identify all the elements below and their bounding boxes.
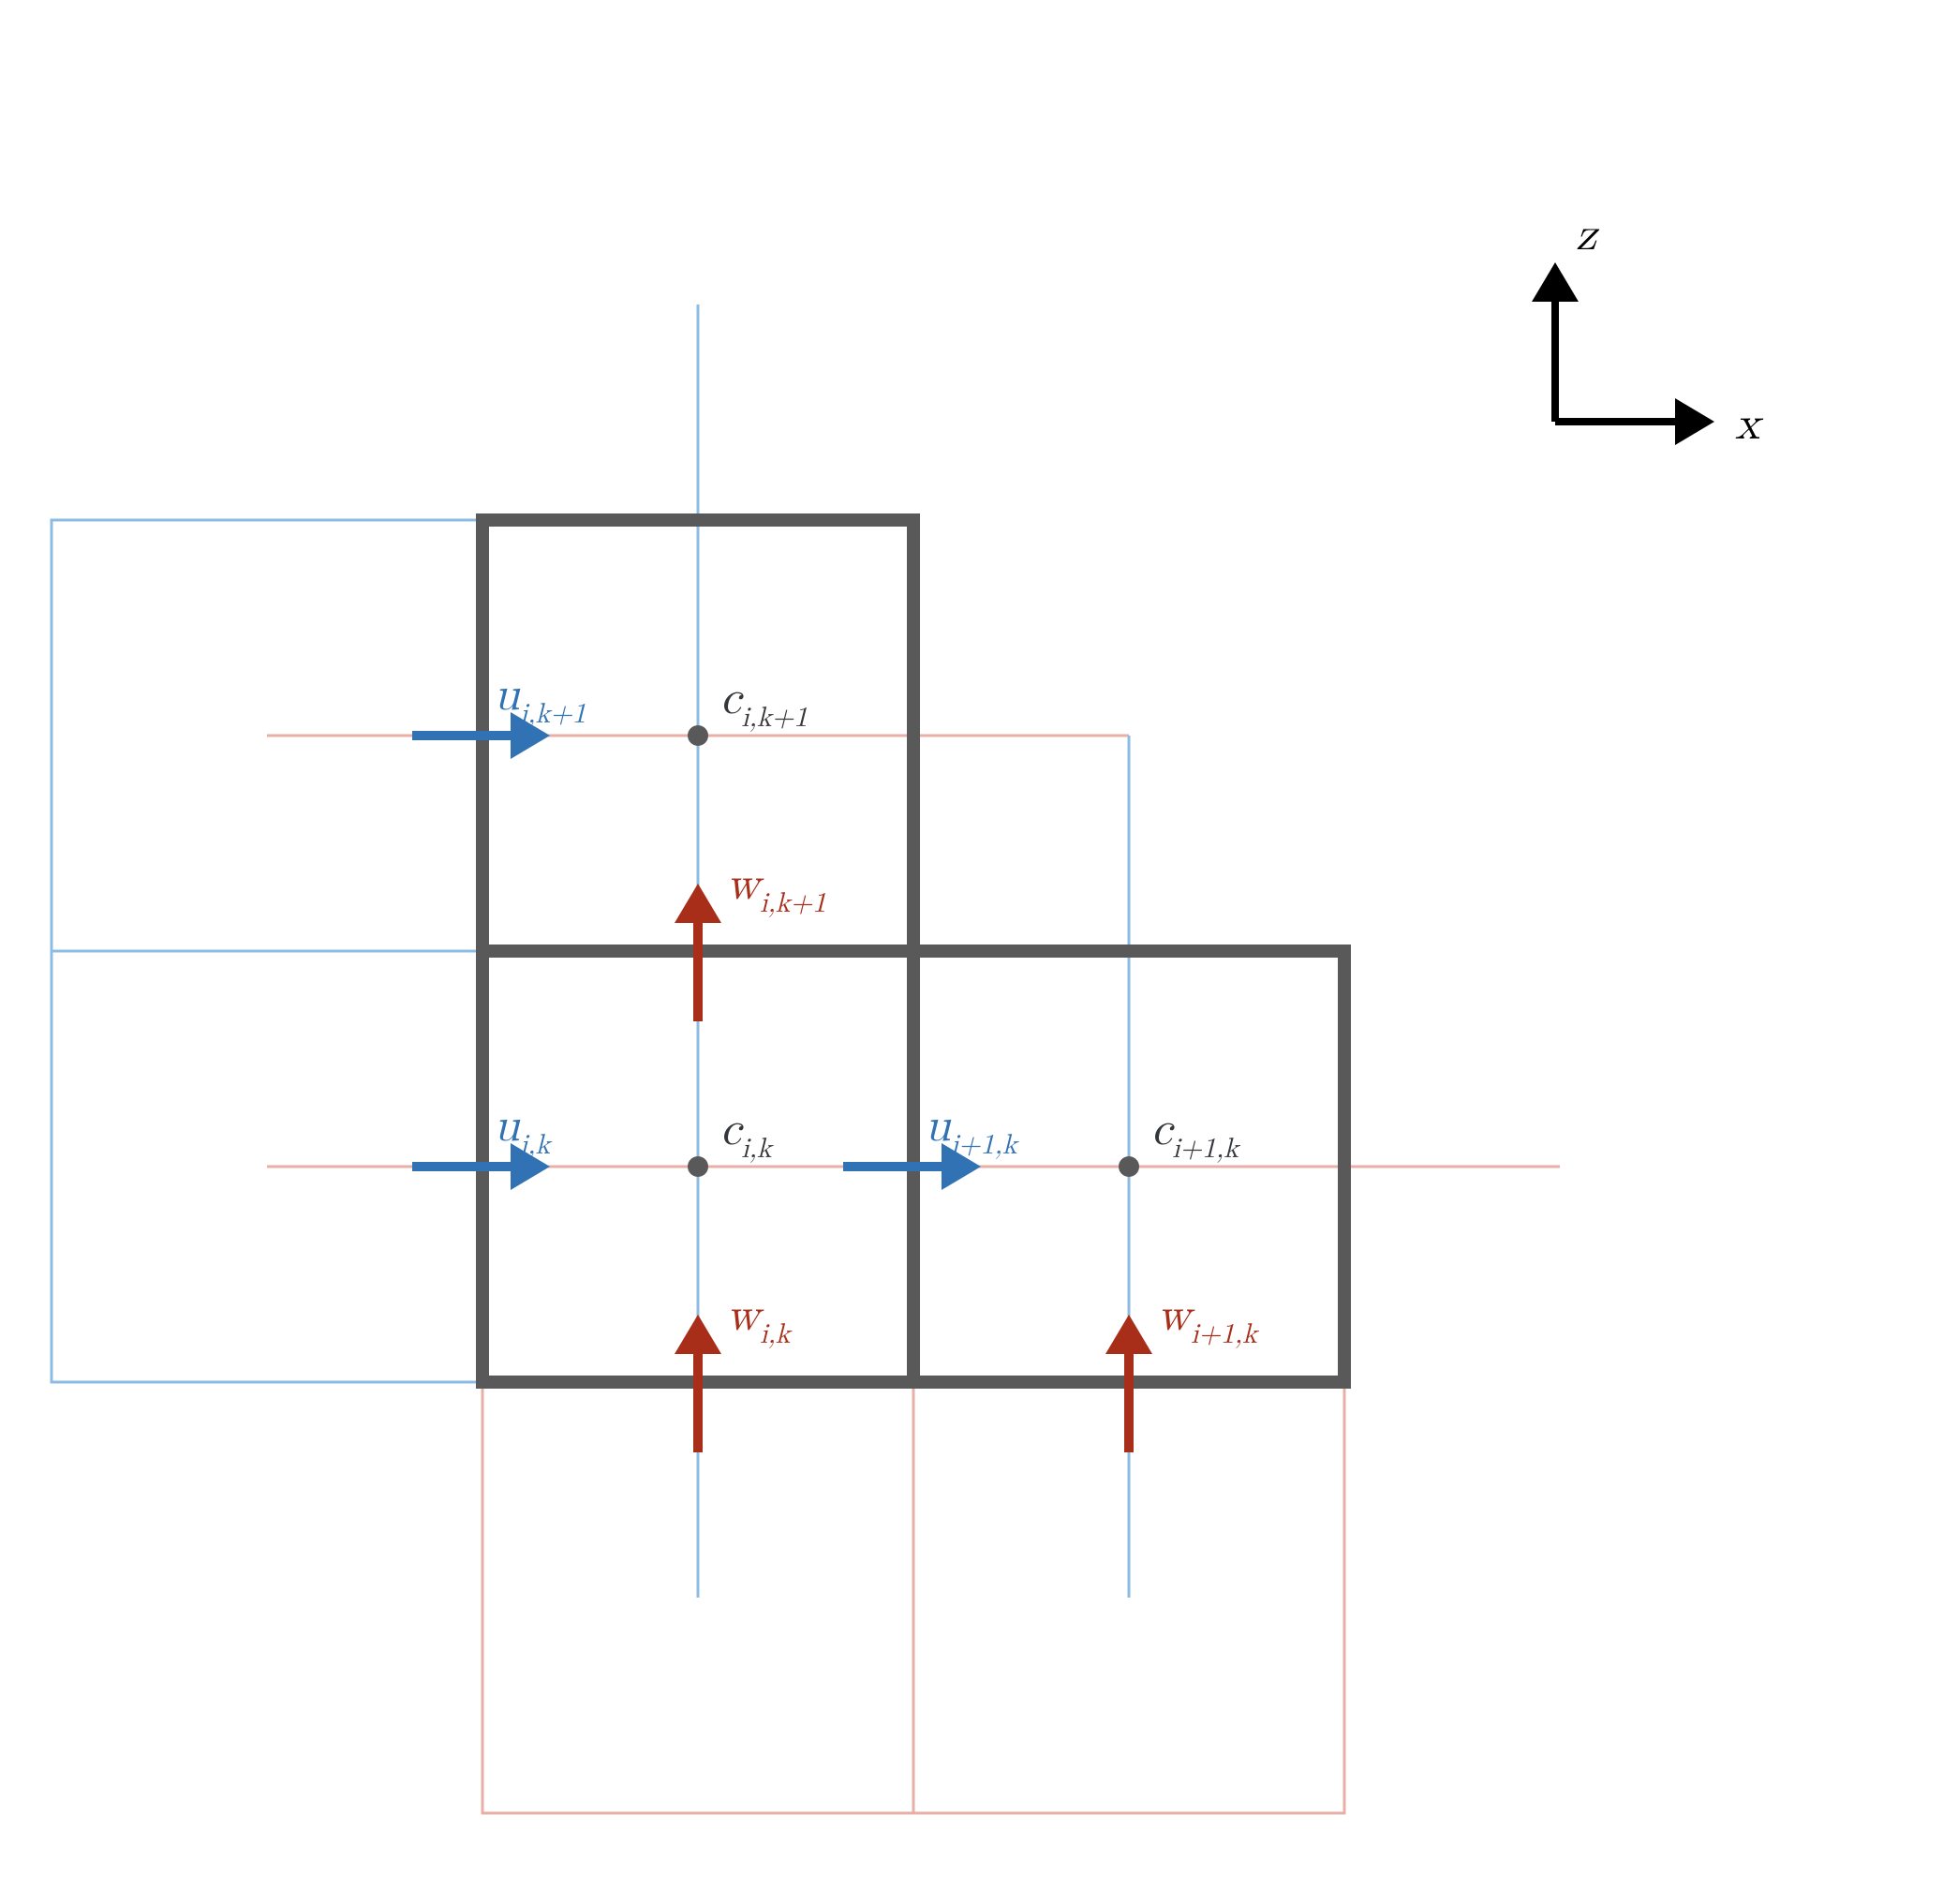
axes-layer: xz xyxy=(1532,212,1764,448)
staggered-grid-diagram: ui,k ui+1,k ui,k+1 wi,k wi+1,k wi,k+1 ci,k ci+1… xyxy=(0,0,1943,1904)
u-label: ui+1,k xyxy=(925,1103,1019,1159)
labels-layer: ui,k ui+1,k ui,k+1 wi,k wi+1,k wi,k+1 ci,k ci+1… xyxy=(494,672,1259,1348)
center-dot xyxy=(688,725,708,746)
w-label: wi,k+1 xyxy=(726,861,826,917)
w-label: wi+1,k xyxy=(1157,1292,1259,1348)
u-label: ui,k+1 xyxy=(494,672,586,728)
center-dot xyxy=(688,1156,708,1177)
w-label: wi,k xyxy=(726,1292,793,1348)
z-axis-label: z xyxy=(1576,212,1600,259)
center-dot xyxy=(1119,1156,1139,1177)
main-layer xyxy=(482,520,1344,1382)
u-label: ui,k xyxy=(494,1103,552,1159)
c-label: ci,k+1 xyxy=(720,676,808,732)
c-label: ci,k xyxy=(720,1107,774,1163)
c-label: ci+1,k xyxy=(1151,1107,1240,1163)
x-axis-label: x xyxy=(1735,401,1764,448)
